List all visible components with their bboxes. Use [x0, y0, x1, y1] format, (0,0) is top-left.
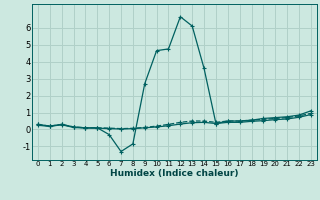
X-axis label: Humidex (Indice chaleur): Humidex (Indice chaleur) — [110, 169, 239, 178]
